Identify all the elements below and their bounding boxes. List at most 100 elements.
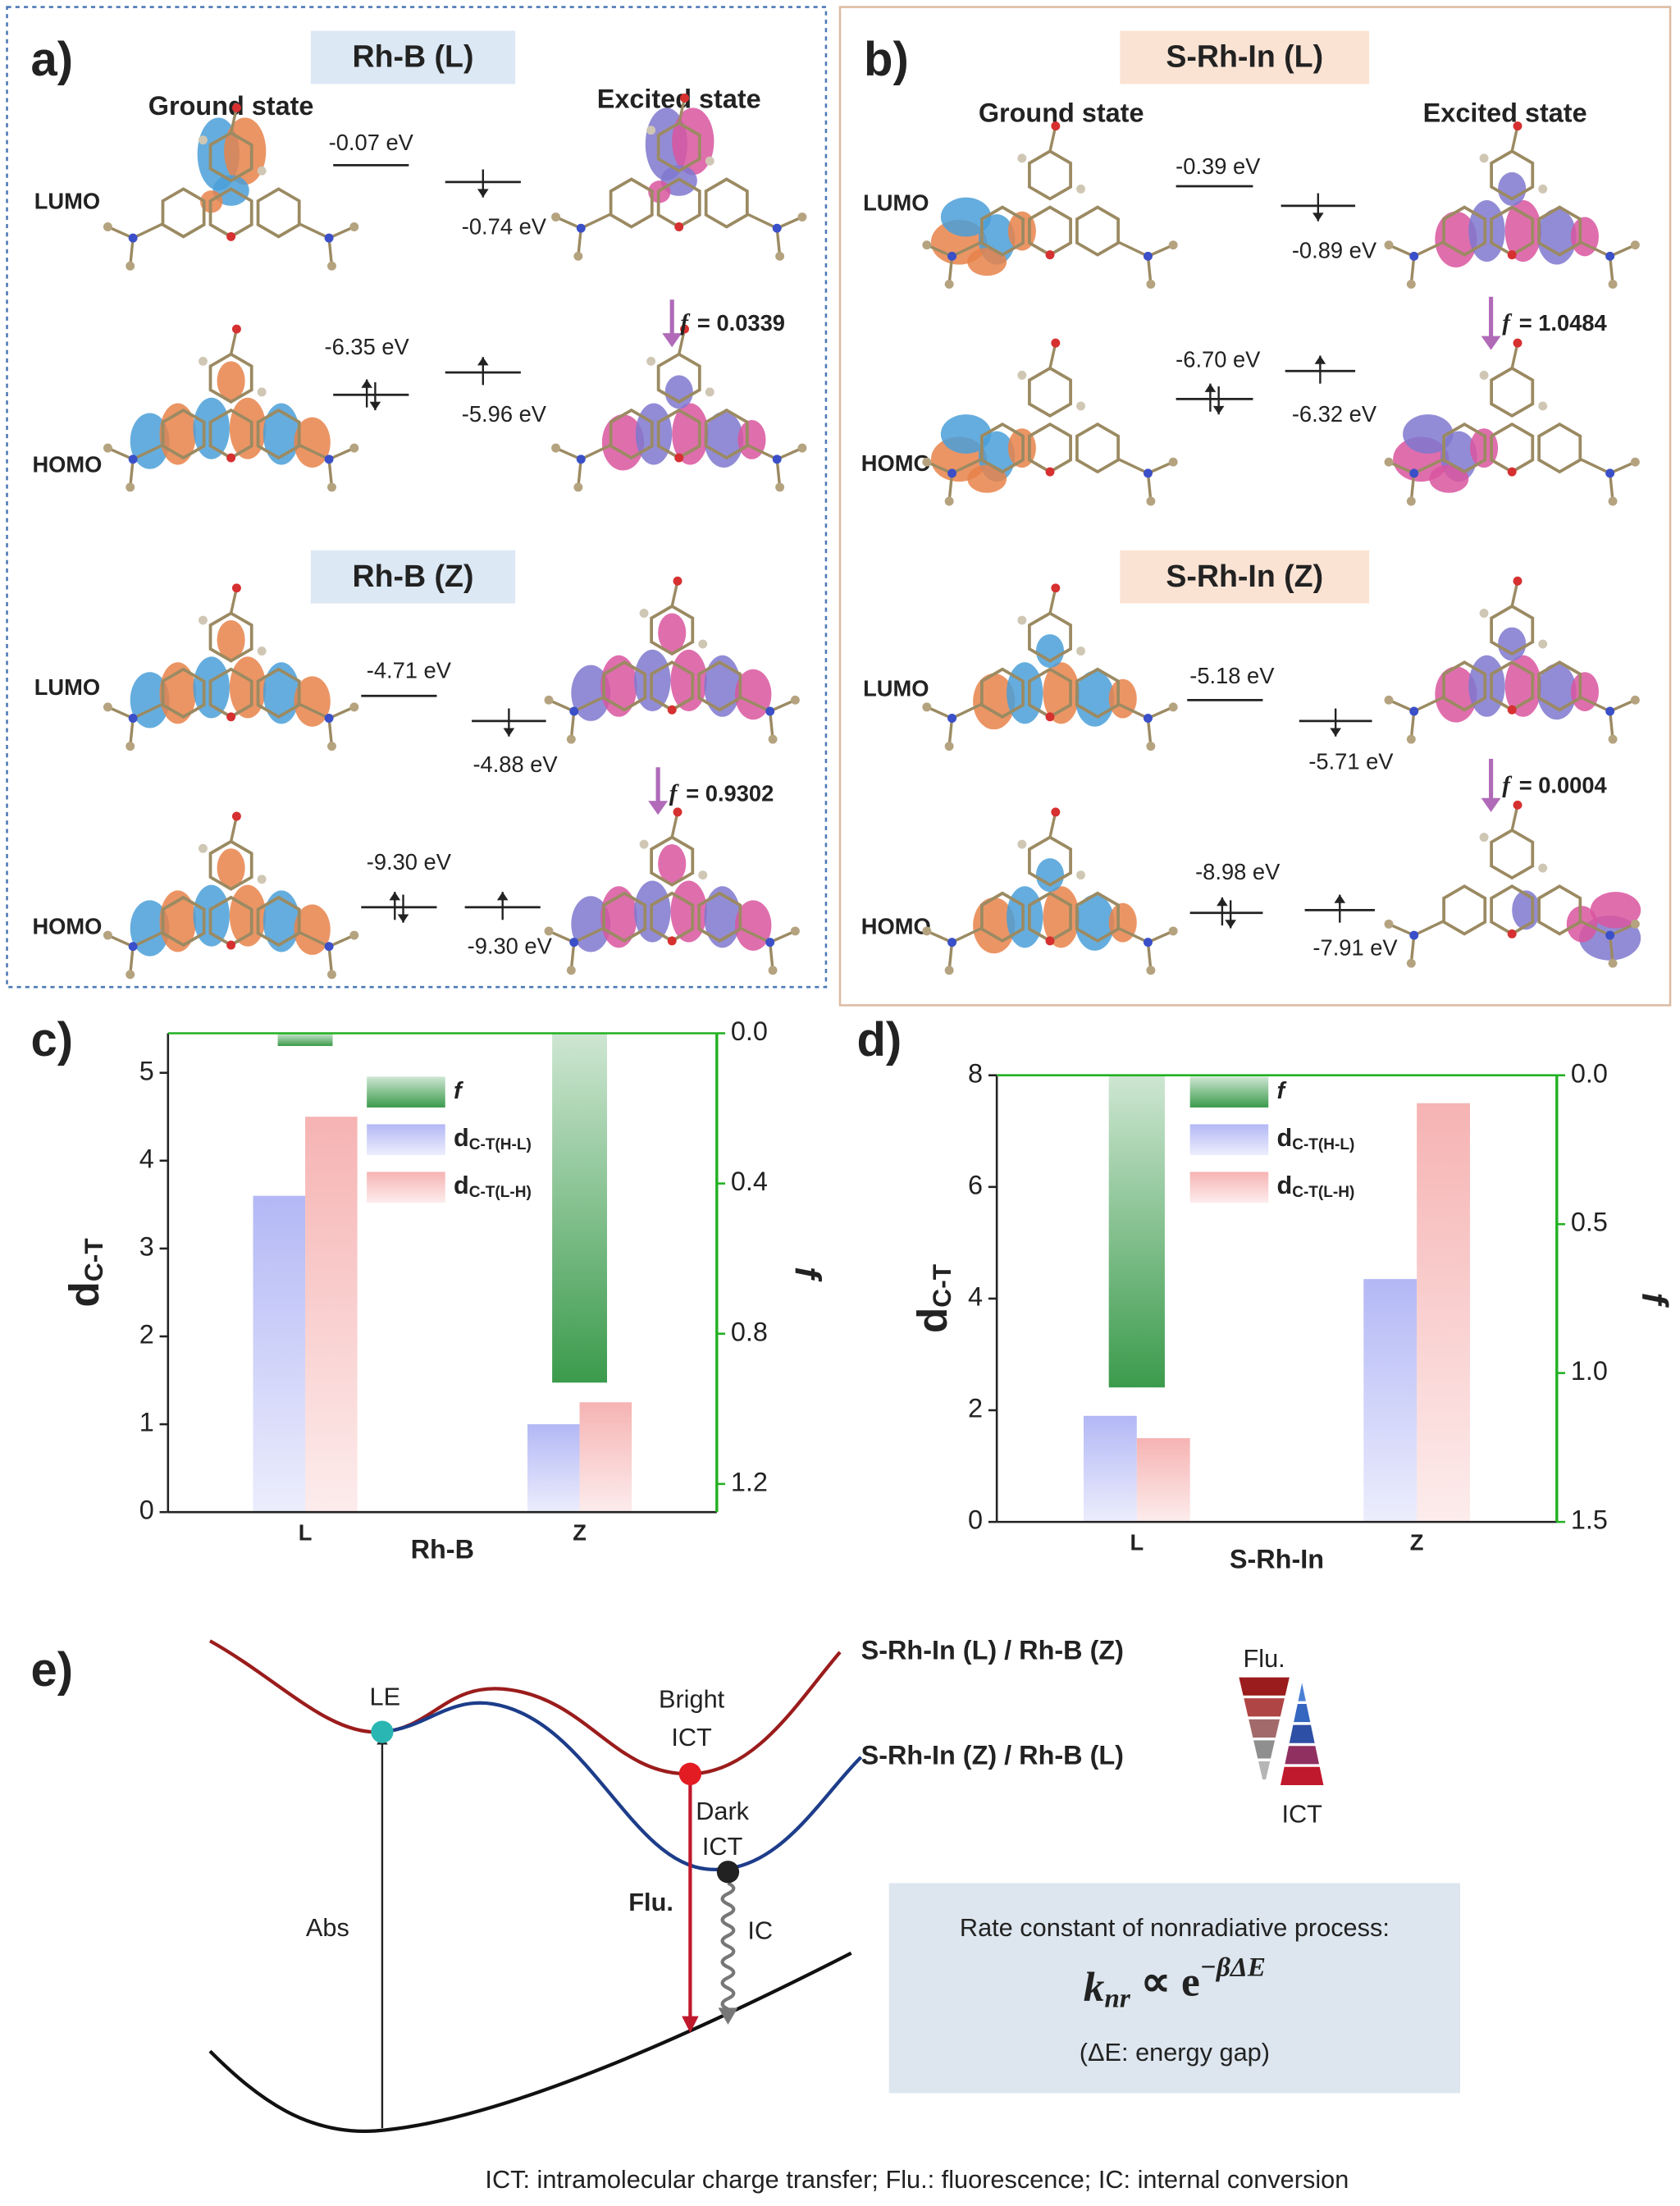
atom [569,938,579,948]
atom [944,279,954,289]
ring [1537,884,1582,936]
atom [1406,734,1416,744]
le-point [371,1720,394,1743]
ring [1442,660,1487,712]
lower-curve [381,1701,863,1871]
atom [1146,742,1156,751]
legend-label: dC-T(L-H) [454,1171,532,1201]
ring [1028,366,1072,418]
atom [1076,401,1086,411]
atom [765,706,775,716]
atom [1168,926,1178,936]
atom [199,135,208,145]
orbital-lobe [1403,414,1454,454]
atom [1513,121,1522,131]
atom [324,942,334,952]
y-tick-label: 2 [139,1320,154,1350]
atom [231,103,241,112]
energy-label: -6.32 eV [1292,401,1377,427]
ring [208,611,253,663]
ring [161,667,206,719]
atom [349,702,359,712]
legend-label: dC-T(H-L) [454,1123,532,1153]
ring [1028,835,1072,887]
orbital-lobe [940,414,992,454]
atom [1144,468,1153,478]
bar [552,1033,608,1383]
atom [257,166,267,176]
atom [944,742,954,751]
legend-swatch [1189,1124,1269,1155]
atom [231,324,241,334]
ring [609,408,654,460]
y-tick-label: 4 [139,1144,154,1173]
atom [797,212,807,222]
process-label: Abs [306,1913,349,1942]
legend-swatch [1189,1076,1269,1108]
atom [1017,839,1027,849]
orbital-lobe [1498,171,1527,206]
atom [698,639,708,649]
panel-a-frame [6,6,828,989]
atom [126,261,135,271]
upper-curve [208,1639,842,1776]
atom [1479,153,1489,163]
ring [697,660,742,712]
ring [1442,205,1487,257]
legend-swatch [367,1124,445,1155]
bar [1363,1279,1418,1523]
flu-wedge [1239,1677,1290,1696]
atom [1168,457,1178,467]
atom [199,356,208,366]
atom [1513,576,1522,586]
column-label: Excited state [1423,98,1587,128]
atom [922,457,932,467]
state-label: ICT [671,1723,712,1752]
atom [566,734,576,744]
orbital-lobe [1504,200,1542,263]
electron-arrowhead [389,892,401,901]
ring [656,121,701,173]
ic-arrow [720,1881,736,2011]
y2-tick-label: 0.8 [731,1317,768,1346]
ring [1442,422,1487,474]
atom [1538,863,1548,873]
atom [1608,734,1618,744]
bar [527,1424,580,1513]
process-label: Flu. [628,1888,673,1916]
orbital-lobe [1043,662,1080,724]
atom [128,942,138,952]
atom [1144,938,1153,948]
footnote: ICT: intramolecular charge transfer; Flu… [485,2165,1349,2194]
atom [576,454,586,464]
atom [1146,279,1156,289]
electron-arrowhead [1217,897,1228,907]
energy-label: -6.35 eV [325,334,410,359]
atom [1051,338,1061,348]
atom [673,807,682,817]
energy-label: -4.88 eV [472,751,558,777]
atom [947,468,956,478]
atom [327,742,336,751]
atom [128,714,138,723]
dark-ict-point [716,1861,740,1884]
x-tick-label: L [299,1520,313,1546]
x-axis-label: S-Rh-In [1230,1544,1324,1573]
oscillator-strength: = 1.0484 [1519,310,1608,336]
atom [680,324,690,334]
title-box [1120,550,1370,604]
molecule [551,324,807,492]
orbital-lobe [229,656,267,719]
atom [544,926,554,936]
y-tick-label: 6 [968,1170,983,1199]
ring [980,891,1025,943]
flu-arrowhead [682,2016,699,2034]
ring [697,891,742,943]
curve-label: S-Rh-In (L) / Rh-B (Z) [861,1635,1124,1665]
y-tick-label: 1 [139,1408,154,1437]
atom [1605,468,1615,478]
energy-label: -0.39 eV [1176,153,1261,179]
orbital-lobe [658,613,687,653]
orbital-label: HOMO [861,914,931,939]
